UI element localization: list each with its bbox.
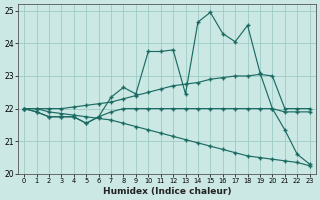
X-axis label: Humidex (Indice chaleur): Humidex (Indice chaleur)	[103, 187, 231, 196]
